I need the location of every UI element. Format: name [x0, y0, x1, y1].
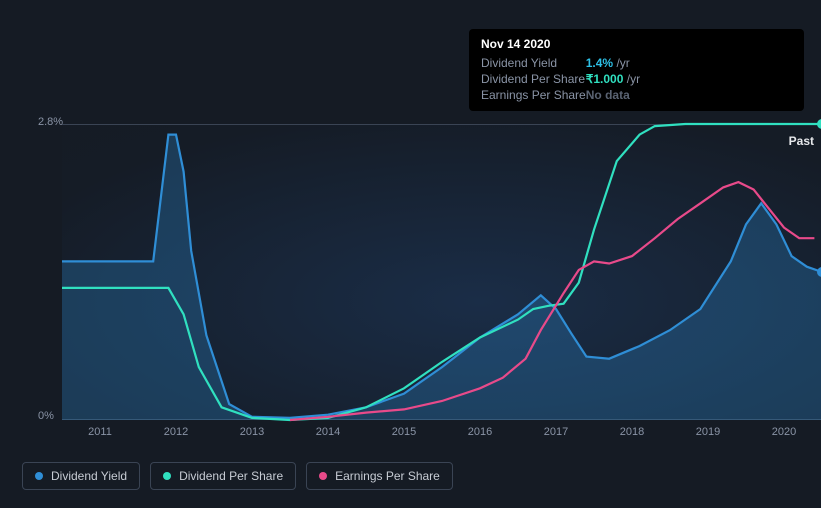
x-tick-label: 2014 — [290, 426, 366, 438]
chart-tooltip: Nov 14 2020 Dividend Yield1.4% /yrDivide… — [469, 29, 804, 111]
dividend-chart: 2.8% 0% Past 201120122013201420152016201… — [16, 100, 806, 450]
x-tick-label: 2020 — [746, 426, 821, 438]
x-axis-labels: 2011201220132014201520162017201820192020 — [62, 426, 821, 438]
legend-item[interactable]: Dividend Yield — [22, 462, 140, 490]
series-end-dot — [817, 267, 821, 277]
x-tick-label: 2018 — [594, 426, 670, 438]
tooltip-table: Dividend Yield1.4% /yrDividend Per Share… — [481, 55, 640, 103]
series-end-dot — [817, 119, 821, 129]
tooltip-row-value: No data — [586, 87, 640, 103]
tooltip-row-label: Earnings Per Share — [481, 87, 586, 103]
tooltip-row-label: Dividend Yield — [481, 55, 586, 71]
x-tick-label: 2017 — [518, 426, 594, 438]
past-label: Past — [789, 134, 814, 148]
legend-dot-icon — [319, 472, 327, 480]
legend-dot-icon — [163, 472, 171, 480]
x-tick-label: 2015 — [366, 426, 442, 438]
legend-label: Earnings Per Share — [335, 469, 440, 483]
tooltip-row-value: ₹1.000 /yr — [586, 71, 640, 87]
tooltip-row-value: 1.4% /yr — [586, 55, 640, 71]
tooltip-date: Nov 14 2020 — [481, 37, 792, 51]
chart-plot[interactable]: Past — [62, 124, 821, 420]
y-axis-max: 2.8% — [38, 116, 63, 128]
legend-item[interactable]: Earnings Per Share — [306, 462, 453, 490]
legend-item[interactable]: Dividend Per Share — [150, 462, 296, 490]
x-tick-label: 2013 — [214, 426, 290, 438]
x-tick-label: 2011 — [62, 426, 138, 438]
x-tick-label: 2019 — [670, 426, 746, 438]
x-tick-label: 2016 — [442, 426, 518, 438]
legend-dot-icon — [35, 472, 43, 480]
legend-label: Dividend Yield — [51, 469, 127, 483]
chart-legend: Dividend Yield Dividend Per Share Earnings… — [22, 462, 453, 490]
legend-label: Dividend Per Share — [179, 469, 283, 483]
chart-svg — [62, 124, 821, 420]
x-tick-label: 2012 — [138, 426, 214, 438]
y-axis-min: 0% — [38, 410, 54, 422]
tooltip-row-label: Dividend Per Share — [481, 71, 586, 87]
